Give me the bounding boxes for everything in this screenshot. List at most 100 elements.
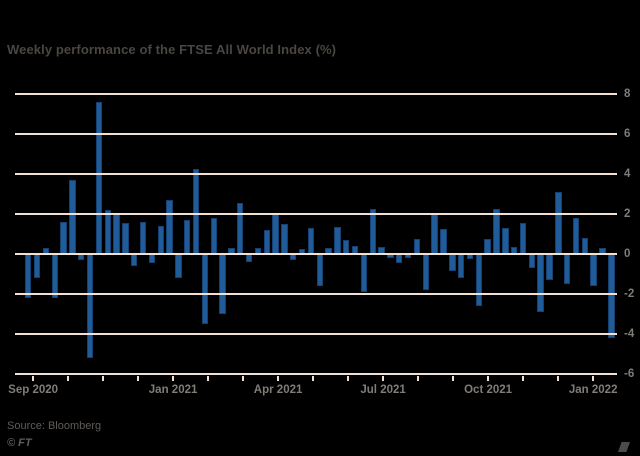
bar (175, 254, 182, 278)
bar (608, 254, 615, 338)
bar (413, 239, 421, 254)
bar (25, 254, 32, 298)
bar (263, 230, 270, 254)
bar (343, 240, 350, 254)
gridline (15, 293, 617, 295)
bar (387, 254, 394, 258)
bar (369, 209, 376, 254)
x-tick (487, 376, 490, 381)
bar (42, 248, 50, 254)
bar (440, 229, 447, 254)
bar (484, 239, 491, 254)
bar (139, 222, 147, 254)
gridline (15, 373, 617, 375)
bar (122, 223, 129, 254)
bar (192, 169, 200, 254)
gridline (15, 253, 617, 255)
chart-title: Weekly performance of the FTSE All World… (7, 42, 337, 57)
bar (404, 254, 412, 258)
x-tick (207, 376, 210, 381)
x-tick (522, 376, 525, 381)
bar (431, 213, 438, 254)
y-axis-label: 6 (624, 128, 631, 140)
bar (166, 200, 173, 254)
bar (157, 226, 164, 254)
x-tick (137, 376, 140, 381)
gridline (15, 213, 617, 215)
bar (563, 254, 571, 284)
bar (298, 249, 306, 254)
bar (33, 254, 41, 278)
bar (113, 214, 120, 254)
bar (590, 254, 597, 286)
bar (581, 238, 589, 254)
bar (95, 102, 103, 254)
bar (351, 246, 359, 254)
y-axis-label: 0 (624, 248, 631, 260)
bar (502, 228, 509, 254)
bar (449, 254, 456, 271)
gridline (15, 93, 617, 95)
bar (546, 254, 553, 280)
bar (334, 227, 341, 254)
bar (86, 254, 94, 358)
bar (69, 180, 76, 254)
x-tick (312, 376, 315, 381)
y-axis-label: -6 (624, 368, 635, 380)
gridline (15, 333, 617, 335)
bar (572, 218, 580, 254)
bar (457, 254, 465, 278)
bar (60, 222, 67, 254)
bar (519, 223, 527, 254)
x-tick (382, 376, 385, 381)
bar (307, 228, 315, 254)
bar (131, 254, 138, 266)
bar (360, 254, 368, 292)
bar (78, 254, 85, 260)
bar (272, 214, 279, 254)
x-tick (242, 376, 245, 381)
bar (378, 247, 385, 254)
source-label: Source: Bloomberg (7, 420, 102, 432)
x-axis-label: Apr 2021 (253, 384, 303, 396)
gridline (15, 133, 617, 135)
x-axis-label: Jan 2021 (148, 384, 198, 396)
bar (51, 254, 58, 298)
bar (537, 254, 544, 312)
x-tick (417, 376, 420, 381)
bar (219, 254, 226, 314)
x-tick (67, 376, 70, 381)
y-axis-label: -2 (624, 288, 635, 300)
plot-area: 8 6 4 2 0 -2 -4 -6 Sep 2020 Jan 2021 Apr 2021 Jul 2… (8, 88, 634, 396)
bar (245, 254, 253, 262)
bar (528, 254, 536, 268)
bar (325, 248, 332, 254)
y-axis-label: 2 (624, 208, 631, 220)
bar (254, 248, 262, 254)
bar (290, 254, 297, 260)
x-tick (277, 376, 280, 381)
y-axis-label: 4 (624, 168, 631, 180)
x-tick (557, 376, 560, 381)
bar (237, 203, 244, 254)
bar (210, 218, 217, 254)
x-axis-label: Jul 2021 (360, 384, 406, 396)
bar (493, 209, 500, 254)
x-tick (452, 376, 455, 381)
x-axis-label: Jan 2022 (568, 384, 618, 396)
ft-copyright: © FT (7, 437, 32, 449)
bar (316, 254, 323, 286)
bar (599, 248, 606, 254)
bar (475, 254, 483, 306)
y-axis-label: -4 (624, 328, 635, 340)
x-tick (102, 376, 105, 381)
bar (148, 254, 156, 263)
bar (510, 247, 518, 254)
bar (466, 254, 474, 259)
bar (422, 254, 429, 290)
gridline (15, 173, 617, 175)
bar (228, 248, 235, 254)
x-tick (592, 376, 595, 381)
bar (555, 192, 562, 254)
